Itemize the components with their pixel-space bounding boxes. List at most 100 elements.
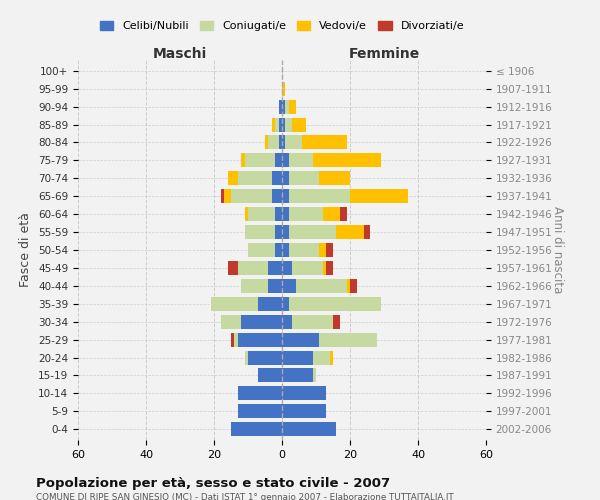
Bar	[350, 189, 408, 203]
Bar	[245, 225, 275, 239]
Bar	[319, 243, 326, 257]
Bar	[292, 261, 323, 275]
Bar	[265, 136, 268, 149]
Bar	[319, 332, 377, 346]
Bar	[319, 172, 350, 185]
Bar	[241, 279, 268, 293]
Bar	[278, 100, 282, 114]
Bar	[289, 189, 350, 203]
Legend: Celibi/Nubili, Coniugati/e, Vedovi/e, Divorziati/e: Celibi/Nubili, Coniugati/e, Vedovi/e, Di…	[95, 16, 469, 36]
Bar	[289, 297, 380, 311]
Bar	[238, 386, 282, 400]
Bar	[313, 368, 316, 382]
Bar	[302, 136, 347, 149]
Bar	[292, 314, 333, 328]
Bar	[282, 386, 326, 400]
Bar	[282, 422, 337, 436]
Bar	[211, 297, 258, 311]
Bar	[227, 172, 238, 185]
Bar	[282, 350, 313, 364]
Bar	[248, 350, 282, 364]
Bar	[282, 332, 319, 346]
Bar	[235, 332, 238, 346]
Bar	[248, 207, 275, 221]
Bar	[258, 368, 282, 382]
Bar	[231, 422, 282, 436]
Bar	[268, 136, 278, 149]
Bar	[238, 404, 282, 418]
Bar	[326, 243, 333, 257]
Bar	[347, 279, 350, 293]
Bar	[289, 243, 319, 257]
Bar	[286, 118, 292, 132]
Bar	[268, 279, 282, 293]
Bar	[282, 82, 286, 96]
Bar	[282, 189, 289, 203]
Bar	[245, 350, 248, 364]
Bar	[323, 261, 326, 275]
Bar	[221, 314, 241, 328]
Bar	[286, 136, 302, 149]
Y-axis label: Fasce di età: Fasce di età	[19, 212, 32, 288]
Bar	[289, 225, 337, 239]
Bar	[238, 332, 282, 346]
Bar	[272, 172, 282, 185]
Bar	[340, 207, 347, 221]
Bar	[333, 314, 340, 328]
Bar	[224, 189, 231, 203]
Bar	[282, 118, 286, 132]
Bar	[268, 261, 282, 275]
Bar	[258, 297, 282, 311]
Bar	[296, 279, 347, 293]
Text: Popolazione per età, sesso e stato civile - 2007: Popolazione per età, sesso e stato civil…	[36, 478, 390, 490]
Bar	[282, 368, 313, 382]
Bar	[275, 225, 282, 239]
Text: Maschi: Maschi	[153, 47, 207, 61]
Bar	[289, 207, 323, 221]
Bar	[238, 172, 272, 185]
Bar	[278, 136, 282, 149]
Bar	[350, 279, 357, 293]
Bar	[282, 279, 296, 293]
Bar	[231, 332, 235, 346]
Bar	[286, 100, 289, 114]
Bar	[282, 207, 289, 221]
Bar	[326, 261, 333, 275]
Bar	[221, 189, 224, 203]
Bar	[313, 154, 380, 168]
Bar	[272, 189, 282, 203]
Bar	[275, 243, 282, 257]
Bar	[329, 350, 333, 364]
Bar	[289, 100, 296, 114]
Bar	[282, 297, 289, 311]
Bar	[238, 261, 268, 275]
Bar	[272, 118, 275, 132]
Bar	[275, 154, 282, 168]
Bar	[278, 118, 282, 132]
Bar	[245, 154, 275, 168]
Bar	[313, 350, 329, 364]
Bar	[241, 154, 245, 168]
Bar	[282, 314, 292, 328]
Bar	[289, 154, 313, 168]
Bar	[337, 225, 364, 239]
Bar	[245, 207, 248, 221]
Bar	[275, 207, 282, 221]
Bar	[282, 243, 289, 257]
Text: COMUNE DI RIPE SAN GINESIO (MC) - Dati ISTAT 1° gennaio 2007 - Elaborazione TUTT: COMUNE DI RIPE SAN GINESIO (MC) - Dati I…	[36, 492, 454, 500]
Bar	[275, 118, 278, 132]
Bar	[282, 154, 289, 168]
Bar	[282, 404, 326, 418]
Bar	[364, 225, 370, 239]
Bar	[282, 100, 286, 114]
Bar	[282, 261, 292, 275]
Y-axis label: Anni di nascita: Anni di nascita	[551, 206, 563, 294]
Bar	[231, 189, 272, 203]
Bar	[282, 136, 286, 149]
Bar	[282, 172, 289, 185]
Bar	[241, 314, 282, 328]
Bar	[227, 261, 238, 275]
Bar	[248, 243, 275, 257]
Bar	[292, 118, 306, 132]
Bar	[323, 207, 340, 221]
